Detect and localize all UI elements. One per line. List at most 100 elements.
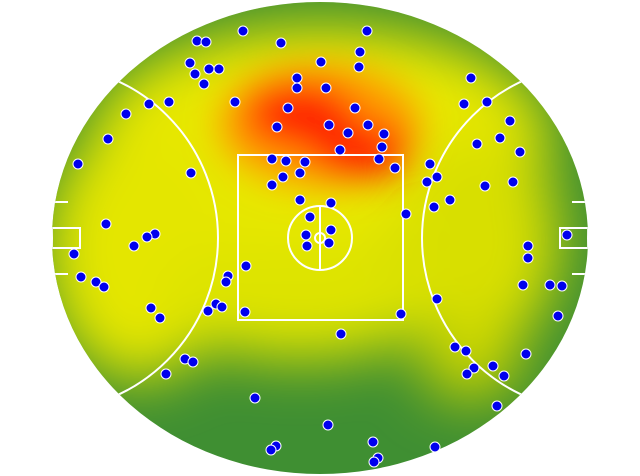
point bbox=[282, 102, 294, 114]
point bbox=[471, 138, 483, 150]
point bbox=[522, 240, 534, 252]
point bbox=[141, 231, 153, 243]
point bbox=[353, 61, 365, 73]
point bbox=[294, 194, 306, 206]
point bbox=[275, 37, 287, 49]
point bbox=[299, 156, 311, 168]
point bbox=[203, 63, 215, 75]
point bbox=[102, 133, 114, 145]
point bbox=[300, 229, 312, 241]
point bbox=[520, 348, 532, 360]
point bbox=[335, 328, 347, 340]
point bbox=[249, 392, 261, 404]
point bbox=[198, 78, 210, 90]
point bbox=[265, 444, 277, 456]
point bbox=[494, 132, 506, 144]
point bbox=[378, 128, 390, 140]
point bbox=[143, 98, 155, 110]
point bbox=[216, 301, 228, 313]
point bbox=[128, 240, 140, 252]
point bbox=[239, 306, 251, 318]
point bbox=[68, 248, 80, 260]
point bbox=[481, 96, 493, 108]
point bbox=[237, 25, 249, 37]
point bbox=[325, 224, 337, 236]
point bbox=[556, 280, 568, 292]
point bbox=[428, 201, 440, 213]
point bbox=[323, 119, 335, 131]
point bbox=[429, 441, 441, 453]
point bbox=[145, 302, 157, 314]
point bbox=[271, 121, 283, 133]
point bbox=[154, 312, 166, 324]
point bbox=[301, 240, 313, 252]
point bbox=[389, 162, 401, 174]
point bbox=[373, 153, 385, 165]
point bbox=[277, 171, 289, 183]
point bbox=[465, 72, 477, 84]
point bbox=[421, 176, 433, 188]
point bbox=[517, 279, 529, 291]
point bbox=[349, 102, 361, 114]
point bbox=[460, 345, 472, 357]
point bbox=[498, 370, 510, 382]
point bbox=[491, 400, 503, 412]
point bbox=[200, 36, 212, 48]
point bbox=[75, 271, 87, 283]
point bbox=[184, 57, 196, 69]
point bbox=[334, 144, 346, 156]
point bbox=[395, 308, 407, 320]
point bbox=[185, 167, 197, 179]
point bbox=[362, 119, 374, 131]
point bbox=[507, 176, 519, 188]
point bbox=[320, 82, 332, 94]
point bbox=[240, 260, 252, 272]
point bbox=[514, 146, 526, 158]
point bbox=[163, 96, 175, 108]
point bbox=[354, 46, 366, 58]
point bbox=[468, 362, 480, 374]
point bbox=[561, 229, 573, 241]
point bbox=[90, 276, 102, 288]
point bbox=[449, 341, 461, 353]
point bbox=[322, 419, 334, 431]
point bbox=[325, 197, 337, 209]
point bbox=[220, 276, 232, 288]
point bbox=[431, 171, 443, 183]
point bbox=[72, 158, 84, 170]
point bbox=[229, 96, 241, 108]
point bbox=[376, 141, 388, 153]
point bbox=[504, 115, 516, 127]
point bbox=[544, 279, 556, 291]
point bbox=[367, 436, 379, 448]
point bbox=[342, 127, 354, 139]
point bbox=[189, 68, 201, 80]
point bbox=[444, 194, 456, 206]
point bbox=[400, 208, 412, 220]
points bbox=[68, 25, 573, 468]
point bbox=[458, 98, 470, 110]
point bbox=[280, 155, 292, 167]
point bbox=[98, 281, 110, 293]
point bbox=[100, 218, 112, 230]
point bbox=[202, 305, 214, 317]
point bbox=[424, 158, 436, 170]
point bbox=[323, 237, 335, 249]
point bbox=[304, 211, 316, 223]
point bbox=[461, 368, 473, 380]
point bbox=[120, 108, 132, 120]
point bbox=[213, 63, 225, 75]
point bbox=[368, 456, 380, 468]
point bbox=[191, 35, 203, 47]
point bbox=[479, 180, 491, 192]
point bbox=[160, 368, 172, 380]
point bbox=[431, 293, 443, 305]
point bbox=[294, 167, 306, 179]
point bbox=[361, 25, 373, 37]
point bbox=[315, 56, 327, 68]
point bbox=[522, 252, 534, 264]
point bbox=[291, 72, 303, 84]
